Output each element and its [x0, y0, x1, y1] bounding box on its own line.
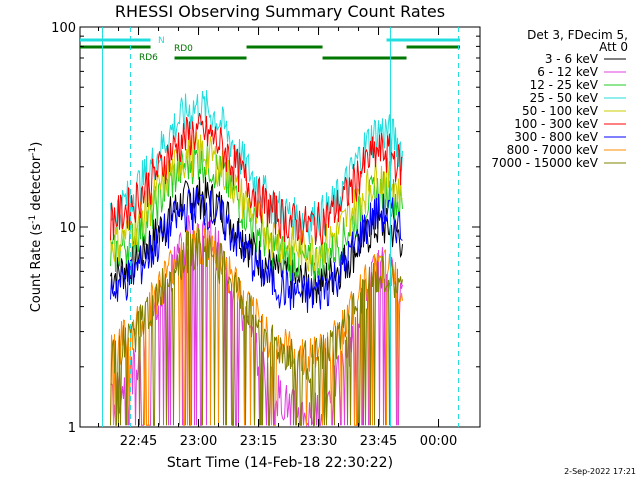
series-line-8 — [110, 228, 403, 426]
series-line-7 — [110, 222, 403, 426]
legend-item-label: 300 - 800 keV — [514, 130, 598, 144]
legend-item-label: 12 - 25 keV — [530, 78, 599, 92]
legend-item-label: 7000 - 15000 keV — [491, 156, 598, 170]
x-tick-label: 00:00 — [420, 434, 457, 449]
x-tick-label: 23:30 — [300, 434, 337, 449]
y-axis-label-end: ) — [29, 142, 44, 147]
footer-date: 2-Sep-2022 17:21 — [564, 467, 636, 476]
legend-header-line1: Det 3, FDecim 5, — [527, 28, 628, 42]
plot-area: N RD0 RD6 22:45 23:00 23:15 23:30 23:45 00:00 1 1… — [51, 21, 481, 449]
y-axis-label: Count Rate (s-1 detector-1) — [28, 142, 44, 313]
series-line-6 — [110, 187, 403, 313]
legend-item-label: 3 - 6 keV — [545, 52, 599, 66]
y-tick-label: 100 — [51, 21, 76, 36]
flag-layer: N RD0 RD6 — [80, 36, 460, 63]
series-line-5 — [110, 112, 403, 246]
x-tick-label: 23:45 — [360, 434, 397, 449]
series-layer — [110, 90, 403, 428]
y-axis-label-sup2: -1 — [28, 147, 38, 156]
y-axis-label-mid: detector — [29, 155, 44, 215]
axis-layer: 22:45 23:00 23:15 23:30 23:45 00:00 1 10 100 — [51, 21, 480, 449]
legend-item-label: 800 - 7000 keV — [507, 143, 599, 157]
flag-label-n: N — [158, 36, 165, 46]
flag-label-rd0: RD0 — [174, 44, 193, 54]
marker-layer — [102, 27, 460, 427]
legend-item-label: 100 - 300 keV — [514, 117, 598, 131]
x-axis-label: Start Time (14-Feb-18 22:30:22) — [167, 455, 393, 471]
y-tick-label: 1 — [68, 421, 76, 436]
flag-label-rd6: RD6 — [139, 53, 158, 63]
legend-item-label: 6 - 12 keV — [537, 65, 599, 79]
y-tick-label: 10 — [59, 221, 76, 236]
x-tick-label: 23:00 — [180, 434, 217, 449]
series-line-2 — [110, 142, 403, 282]
chart-title: RHESSI Observing Summary Count Rates — [115, 2, 445, 21]
legend-item-label: 50 - 100 keV — [522, 104, 599, 118]
series-line-4 — [110, 132, 403, 272]
y-axis-label-sup1: -1 — [28, 215, 38, 224]
legend-item-label: 25 - 50 keV — [530, 91, 599, 105]
legend-header-line2: Att 0 — [599, 40, 628, 54]
x-tick-label: 23:15 — [240, 434, 277, 449]
x-tick-label: 22:45 — [120, 434, 157, 449]
y-axis-label-main: Count Rate (s — [29, 224, 44, 313]
